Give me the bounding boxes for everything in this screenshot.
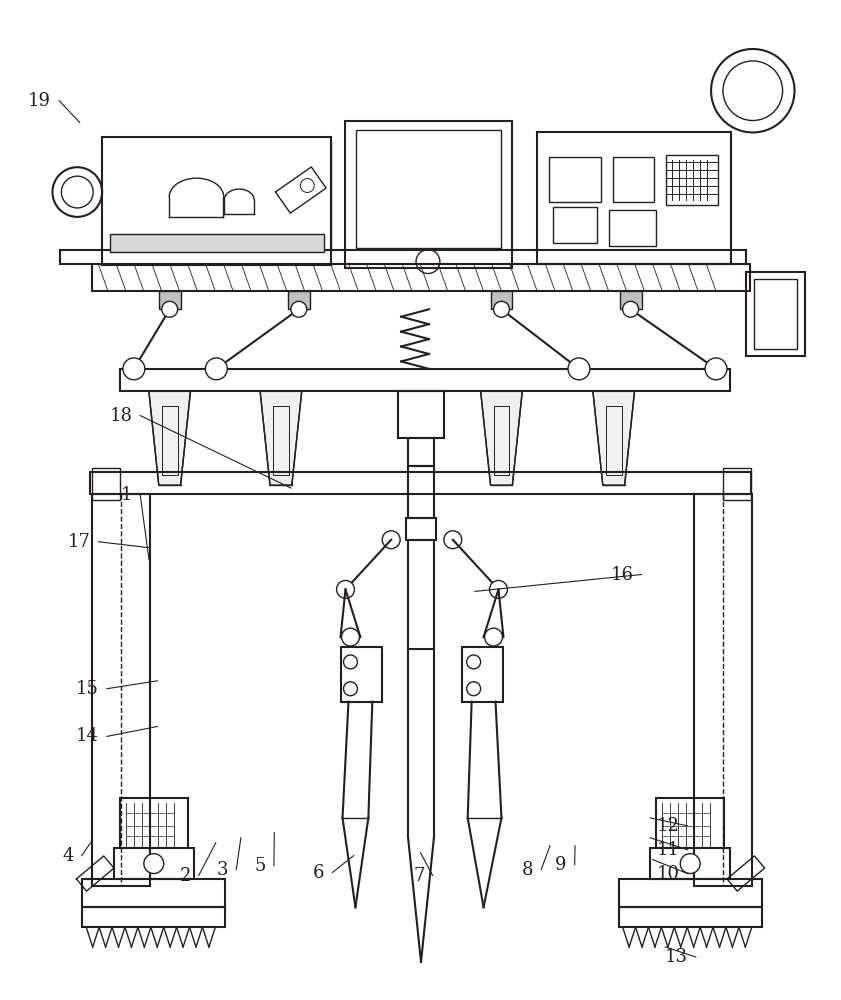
Text: 18: 18 (109, 407, 132, 425)
Text: 9: 9 (555, 856, 567, 874)
Circle shape (568, 358, 590, 380)
Circle shape (291, 301, 307, 317)
Text: 12: 12 (657, 817, 680, 835)
Bar (723, 468, 751, 500)
Text: 10: 10 (657, 865, 680, 883)
Polygon shape (149, 391, 191, 485)
Circle shape (161, 301, 177, 317)
Bar (549, 157, 600, 202)
Circle shape (144, 854, 164, 874)
Bar (490, 291, 512, 309)
Text: 19: 19 (29, 92, 51, 110)
Circle shape (494, 301, 510, 317)
Polygon shape (593, 391, 635, 485)
Bar (619, 907, 762, 927)
Circle shape (680, 854, 701, 874)
Bar (619, 879, 762, 907)
Bar (462, 647, 504, 702)
Text: 13: 13 (665, 948, 688, 966)
Bar (754, 279, 797, 349)
Bar (93, 468, 120, 500)
Circle shape (383, 531, 400, 549)
Bar (82, 879, 225, 907)
Circle shape (467, 655, 480, 669)
Bar (288, 291, 309, 309)
Polygon shape (480, 391, 522, 485)
Circle shape (205, 358, 227, 380)
Bar (61, 250, 746, 264)
Bar (650, 848, 730, 879)
Bar (494, 406, 510, 475)
Bar (657, 798, 724, 848)
Bar (609, 210, 657, 246)
Circle shape (484, 628, 502, 646)
Text: 6: 6 (313, 864, 325, 882)
Bar (90, 472, 751, 494)
Bar (93, 264, 750, 291)
Text: 3: 3 (217, 861, 229, 879)
Bar (408, 540, 434, 649)
Text: 7: 7 (413, 867, 425, 885)
Circle shape (343, 682, 357, 696)
Bar (666, 155, 718, 205)
Bar (159, 291, 181, 309)
Circle shape (705, 358, 727, 380)
Bar (537, 132, 731, 264)
Bar (408, 466, 434, 518)
Bar (273, 406, 288, 475)
Bar (93, 494, 150, 886)
Bar (694, 494, 752, 886)
Bar (613, 157, 654, 202)
Bar (408, 438, 434, 466)
Circle shape (341, 628, 359, 646)
Bar (114, 848, 193, 879)
Circle shape (622, 301, 638, 317)
Bar (406, 518, 436, 540)
Text: 4: 4 (62, 847, 74, 865)
Text: 16: 16 (611, 566, 633, 584)
Bar (357, 130, 501, 248)
Bar (161, 406, 177, 475)
Bar (398, 391, 444, 438)
Text: 11: 11 (657, 841, 680, 859)
Text: 8: 8 (521, 861, 533, 879)
Text: 1: 1 (121, 486, 132, 504)
Circle shape (444, 531, 462, 549)
Text: 14: 14 (76, 727, 99, 745)
Bar (110, 234, 324, 252)
Bar (606, 406, 621, 475)
Circle shape (489, 580, 507, 598)
Polygon shape (260, 391, 302, 485)
Text: 17: 17 (67, 533, 91, 551)
Circle shape (336, 580, 354, 598)
Bar (746, 272, 806, 356)
Text: 15: 15 (76, 680, 99, 698)
Bar (120, 369, 730, 391)
Bar (82, 907, 225, 927)
Bar (120, 798, 188, 848)
Circle shape (343, 655, 357, 669)
Bar (341, 647, 383, 702)
Circle shape (467, 682, 480, 696)
Text: 5: 5 (255, 857, 266, 875)
Bar (346, 121, 512, 268)
Text: 2: 2 (179, 867, 191, 885)
Bar (553, 207, 597, 243)
Bar (620, 291, 642, 309)
Bar (102, 137, 331, 265)
Circle shape (123, 358, 145, 380)
